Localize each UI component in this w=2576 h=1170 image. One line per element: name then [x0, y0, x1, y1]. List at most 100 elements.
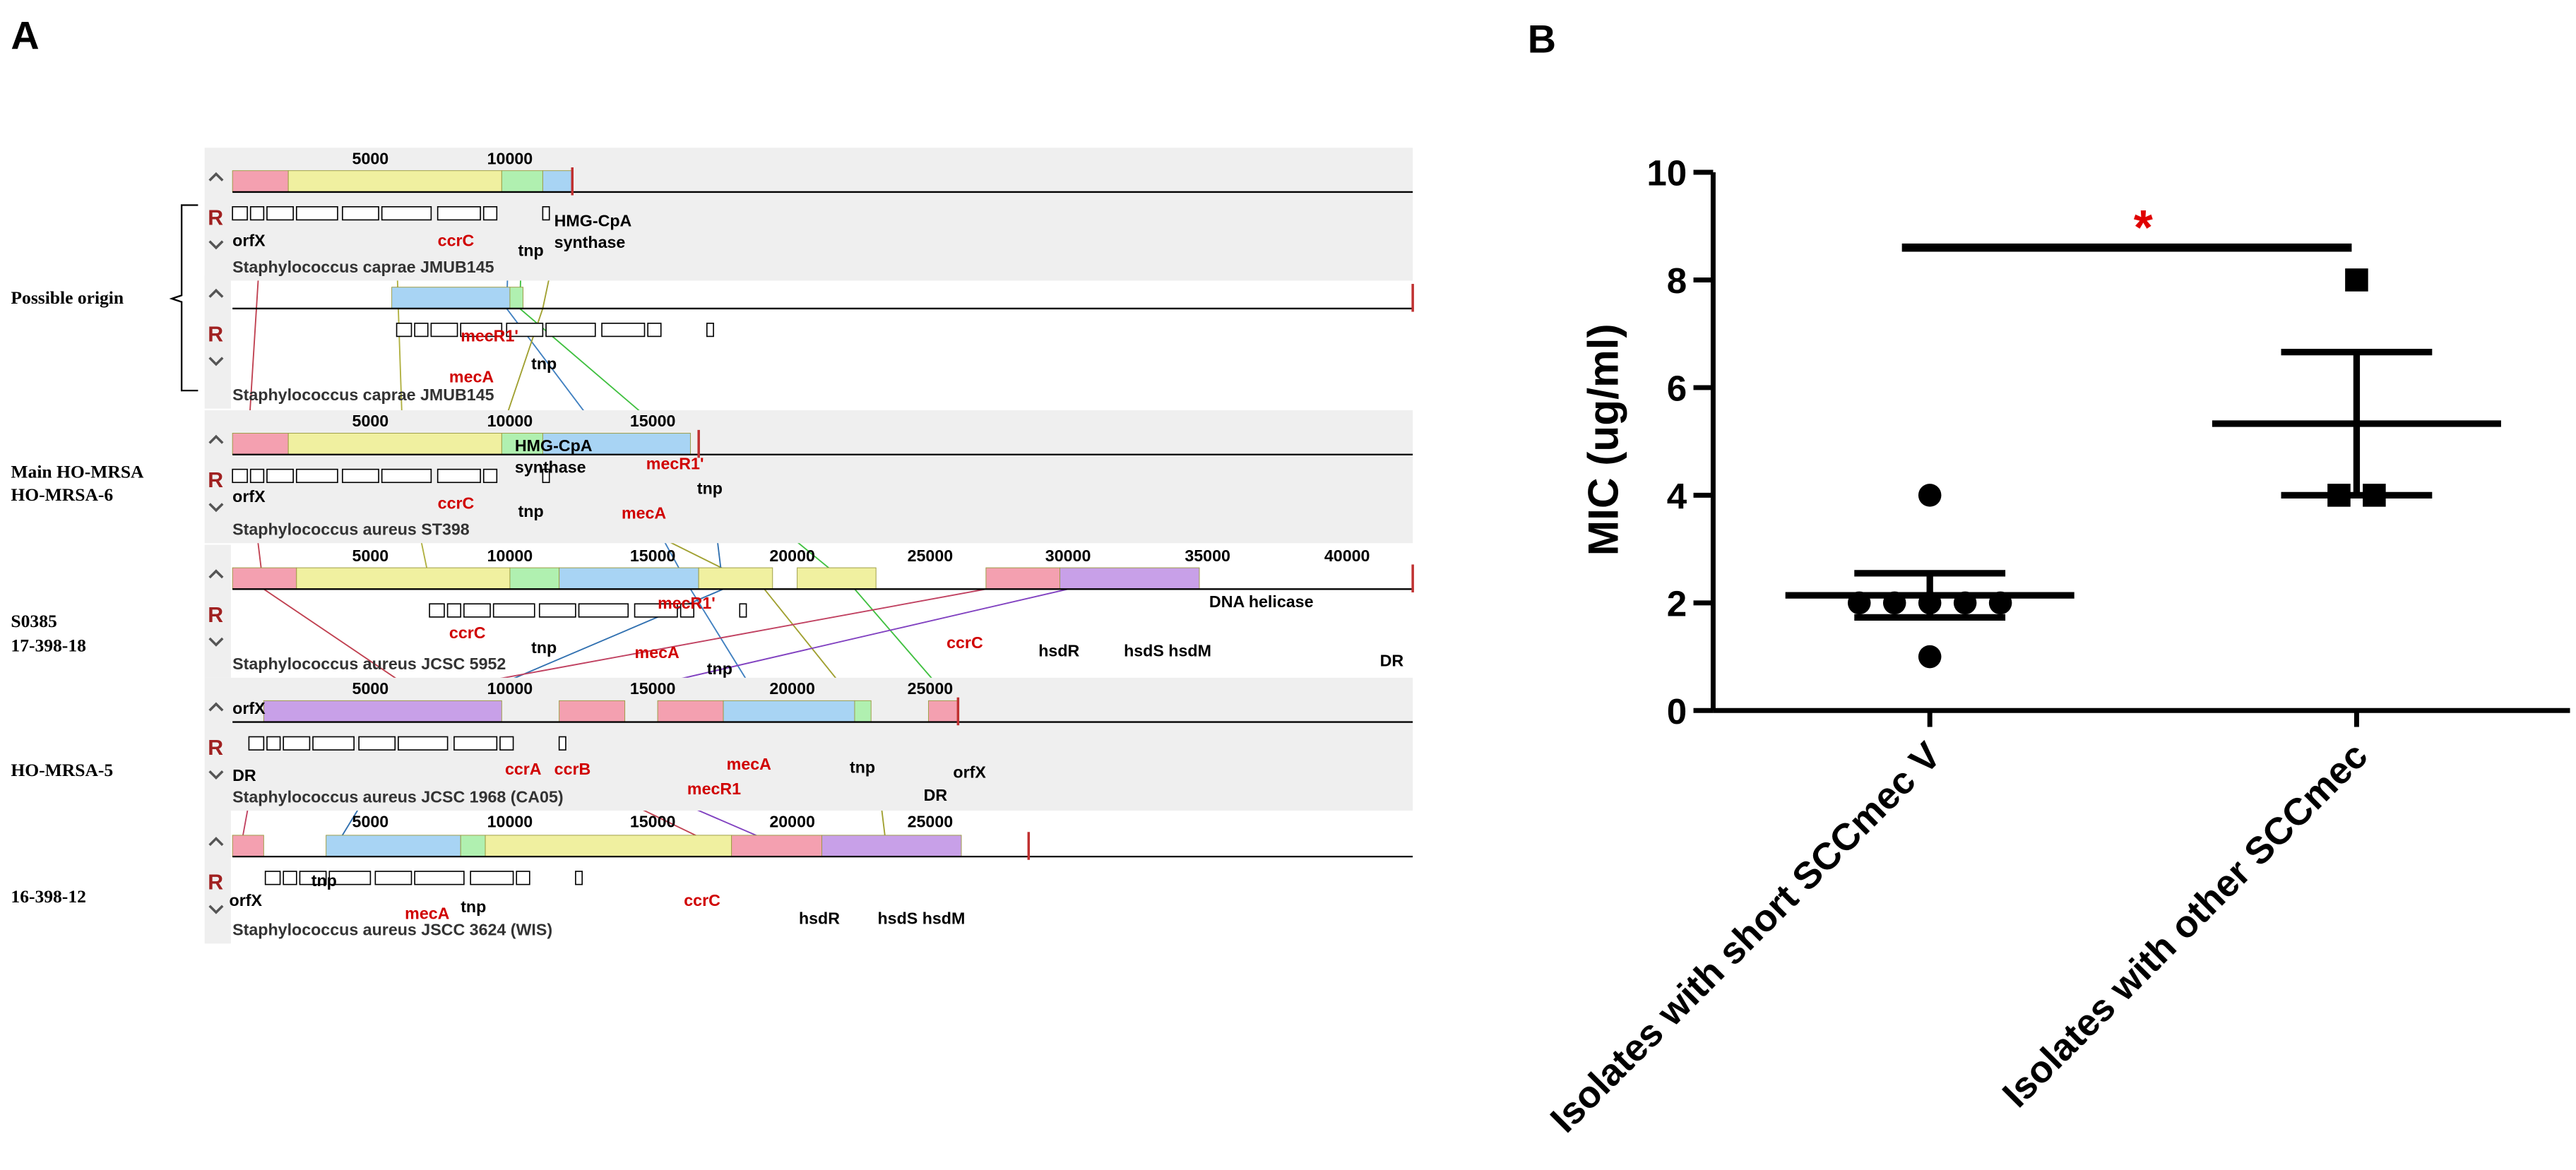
gene-box	[538, 603, 576, 618]
alignment-block	[232, 433, 289, 455]
alignment-block	[391, 287, 511, 309]
gene-box	[453, 736, 498, 751]
alignment-block	[698, 567, 773, 590]
track-control: R	[208, 323, 223, 346]
ruler-label: 15000	[630, 679, 676, 698]
ruler-label: 20000	[769, 547, 815, 565]
gene-box	[463, 603, 491, 618]
gene-box	[249, 206, 265, 221]
x-tick-label: Isolates with other SCCmec	[1995, 734, 2375, 1115]
alignment-block	[559, 700, 626, 723]
track-control: R	[208, 206, 223, 229]
ruler-label: 25000	[908, 812, 954, 830]
row-label: HO-MRSA-6	[11, 484, 113, 505]
gene-box	[328, 871, 372, 885]
alignment-block	[657, 700, 724, 723]
gene-label: mecR1'	[646, 455, 704, 473]
track-name: Staphylococcus aureus JCSC 5952	[232, 655, 506, 673]
gene-box	[232, 468, 248, 484]
alignment-block	[509, 567, 560, 590]
gene-label: orfX	[953, 763, 986, 782]
point	[1918, 484, 1942, 507]
alignment-block	[797, 567, 877, 590]
gene-label: synthase	[515, 458, 586, 476]
gene-box	[679, 603, 695, 618]
track-strip	[204, 811, 231, 944]
alignment-block	[501, 170, 543, 193]
gene-box	[342, 468, 379, 484]
panel-label: B	[1528, 17, 1556, 61]
gene-label: ccrA	[505, 760, 542, 778]
gene-box	[266, 206, 294, 221]
alignment-block	[723, 700, 855, 723]
alignment-block	[559, 567, 699, 590]
y-tick-label: 2	[1667, 583, 1687, 623]
gene-label: DR	[1380, 652, 1404, 670]
gene-label: orfX	[232, 487, 266, 506]
gene-box	[492, 603, 535, 618]
alignment-block	[232, 835, 264, 857]
gene-box	[647, 323, 662, 338]
x-tick-label: Isolates with short SCCmec V	[1543, 734, 1949, 1140]
gene-label: hsdR	[799, 909, 840, 927]
alignment-block	[232, 567, 297, 590]
gene-label: hsdS hsdM	[1124, 642, 1211, 660]
track-control: R	[208, 469, 223, 492]
gene-box	[634, 603, 678, 618]
gene-label: hsdS hsdM	[878, 909, 966, 927]
track-arrows	[208, 702, 224, 780]
alignment-block	[485, 835, 732, 857]
gene-box	[414, 871, 465, 885]
point	[1918, 645, 1942, 669]
track-name: Staphylococcus aureus ST398	[232, 520, 470, 539]
gene-label: mecA	[405, 904, 449, 922]
track-arrows	[208, 434, 224, 513]
gene-label: tnp	[518, 502, 544, 520]
gene-label: HMG-CpA	[515, 436, 593, 455]
y-axis-label: MIC (ug/ml)	[1579, 323, 1627, 556]
alignment-block	[542, 433, 692, 455]
gene-label: mecR1'	[461, 326, 518, 345]
ruler-label: 10000	[487, 679, 533, 698]
gene-box	[232, 206, 248, 221]
alignment-block	[287, 433, 502, 455]
alignment-block	[232, 170, 289, 193]
gene-label: tnp	[518, 241, 544, 260]
row-label: HO-MRSA-5	[11, 760, 113, 780]
ruler-label: 30000	[1045, 547, 1091, 565]
gene-box	[446, 603, 462, 618]
gene-box	[429, 603, 445, 618]
gene-box	[312, 736, 355, 751]
y-tick-label: 10	[1646, 153, 1687, 193]
ruler-label: 25000	[908, 547, 954, 565]
gene-box	[296, 206, 338, 221]
gene-label: DR	[232, 766, 256, 784]
gene-label: ccrC	[946, 633, 983, 652]
y-tick-label: 0	[1667, 691, 1687, 732]
gene-box	[374, 871, 412, 885]
ruler-label: 15000	[630, 812, 676, 830]
alignment-block	[985, 567, 1060, 590]
brace	[169, 204, 198, 392]
track-control: R	[208, 736, 223, 760]
ruler-label: 10000	[487, 412, 533, 430]
gene-label: mecA	[635, 643, 679, 662]
ruler-label: 40000	[1324, 547, 1370, 565]
gene-box	[381, 468, 432, 484]
gene-label: ccrC	[684, 891, 720, 909]
gene-box	[266, 468, 294, 484]
track-name: Staphylococcus caprae JMUB145	[232, 258, 494, 276]
gene-box	[470, 871, 514, 885]
y-tick-label: 4	[1667, 476, 1687, 516]
gene-box	[342, 206, 379, 221]
gene-box	[437, 468, 481, 484]
gene-label: tnp	[531, 354, 557, 373]
panel-label: A	[11, 14, 39, 58]
track-arrows	[208, 288, 224, 366]
ruler-label: 5000	[352, 412, 389, 430]
gene-label: ccrB	[554, 760, 591, 778]
gene-box	[601, 323, 646, 338]
track-arrows	[208, 837, 224, 914]
gene-label: orfX	[232, 699, 266, 717]
gene-label: synthase	[554, 233, 626, 251]
